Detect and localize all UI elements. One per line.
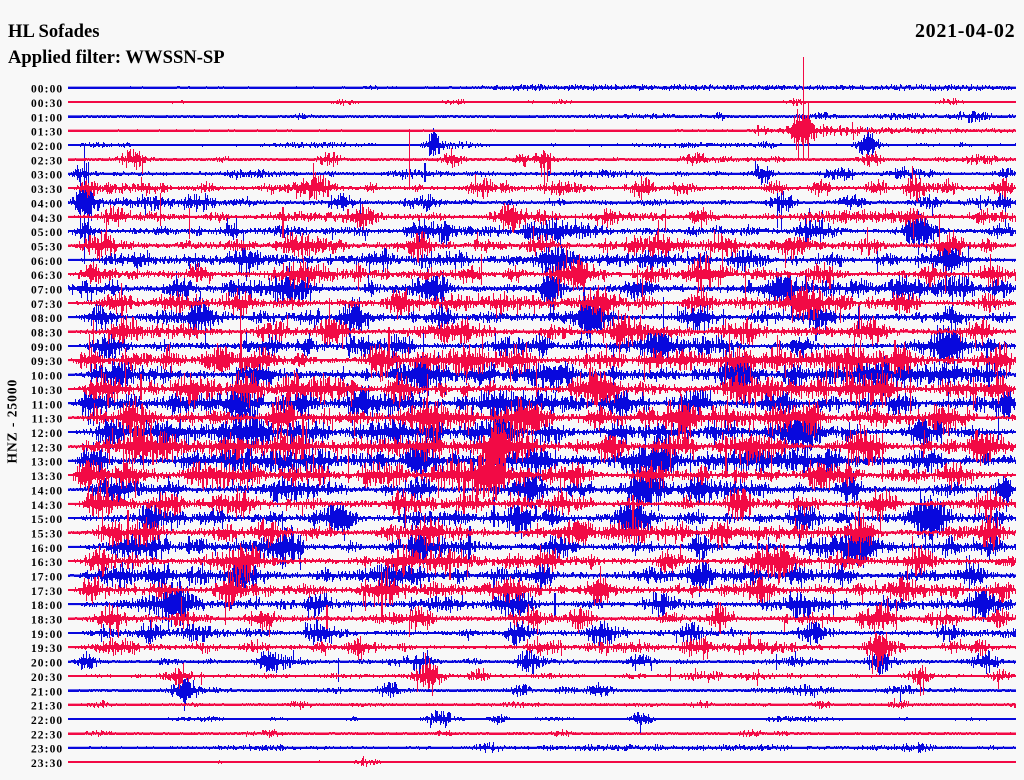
svg-text:05:30: 05:30 xyxy=(31,241,63,253)
svg-text:09:00: 09:00 xyxy=(31,342,63,354)
svg-text:00:30: 00:30 xyxy=(31,98,63,110)
svg-text:10:30: 10:30 xyxy=(31,385,63,397)
svg-text:2021-04-02: 2021-04-02 xyxy=(915,20,1015,42)
svg-text:HL Sofades: HL Sofades xyxy=(8,21,99,42)
svg-text:16:00: 16:00 xyxy=(31,543,63,555)
svg-text:00:00: 00:00 xyxy=(31,84,63,96)
svg-text:19:30: 19:30 xyxy=(31,643,63,655)
svg-text:05:00: 05:00 xyxy=(31,227,63,239)
svg-text:Applied filter: WWSSN-SP: Applied filter: WWSSN-SP xyxy=(8,47,225,68)
svg-text:13:00: 13:00 xyxy=(31,457,63,469)
svg-text:06:00: 06:00 xyxy=(31,256,63,268)
svg-text:23:30: 23:30 xyxy=(31,758,63,770)
svg-text:01:00: 01:00 xyxy=(31,112,63,124)
svg-text:13:30: 13:30 xyxy=(31,471,63,483)
svg-text:18:00: 18:00 xyxy=(31,600,63,612)
svg-text:22:30: 22:30 xyxy=(31,729,63,741)
svg-text:HNZ - 25000: HNZ - 25000 xyxy=(4,379,19,464)
svg-text:21:00: 21:00 xyxy=(31,686,63,698)
svg-text:12:30: 12:30 xyxy=(31,442,63,454)
svg-text:16:30: 16:30 xyxy=(31,557,63,569)
svg-text:07:30: 07:30 xyxy=(31,299,63,311)
svg-text:10:00: 10:00 xyxy=(31,371,63,383)
svg-text:08:00: 08:00 xyxy=(31,313,63,325)
svg-text:09:30: 09:30 xyxy=(31,356,63,368)
svg-text:04:00: 04:00 xyxy=(31,198,63,210)
svg-text:03:30: 03:30 xyxy=(31,184,63,196)
svg-text:06:30: 06:30 xyxy=(31,270,63,282)
svg-text:11:30: 11:30 xyxy=(32,414,64,426)
svg-text:17:00: 17:00 xyxy=(31,572,63,584)
svg-text:20:00: 20:00 xyxy=(31,658,63,670)
svg-text:14:30: 14:30 xyxy=(31,500,63,512)
svg-text:04:30: 04:30 xyxy=(31,213,63,225)
svg-text:19:00: 19:00 xyxy=(31,629,63,641)
svg-text:01:30: 01:30 xyxy=(31,127,63,139)
svg-text:23:00: 23:00 xyxy=(31,744,63,756)
svg-text:15:00: 15:00 xyxy=(31,514,63,526)
svg-text:20:30: 20:30 xyxy=(31,672,63,684)
svg-text:18:30: 18:30 xyxy=(31,615,63,627)
svg-text:22:00: 22:00 xyxy=(31,715,63,727)
svg-text:07:00: 07:00 xyxy=(31,285,63,297)
svg-text:11:00: 11:00 xyxy=(32,399,64,411)
svg-text:02:00: 02:00 xyxy=(31,141,63,153)
svg-text:21:30: 21:30 xyxy=(31,701,63,713)
svg-text:15:30: 15:30 xyxy=(31,528,63,540)
svg-text:08:30: 08:30 xyxy=(31,328,63,340)
svg-text:14:00: 14:00 xyxy=(31,485,63,497)
svg-text:03:00: 03:00 xyxy=(31,170,63,182)
svg-text:02:30: 02:30 xyxy=(31,155,63,167)
svg-text:17:30: 17:30 xyxy=(31,586,63,598)
svg-text:12:00: 12:00 xyxy=(31,428,63,440)
